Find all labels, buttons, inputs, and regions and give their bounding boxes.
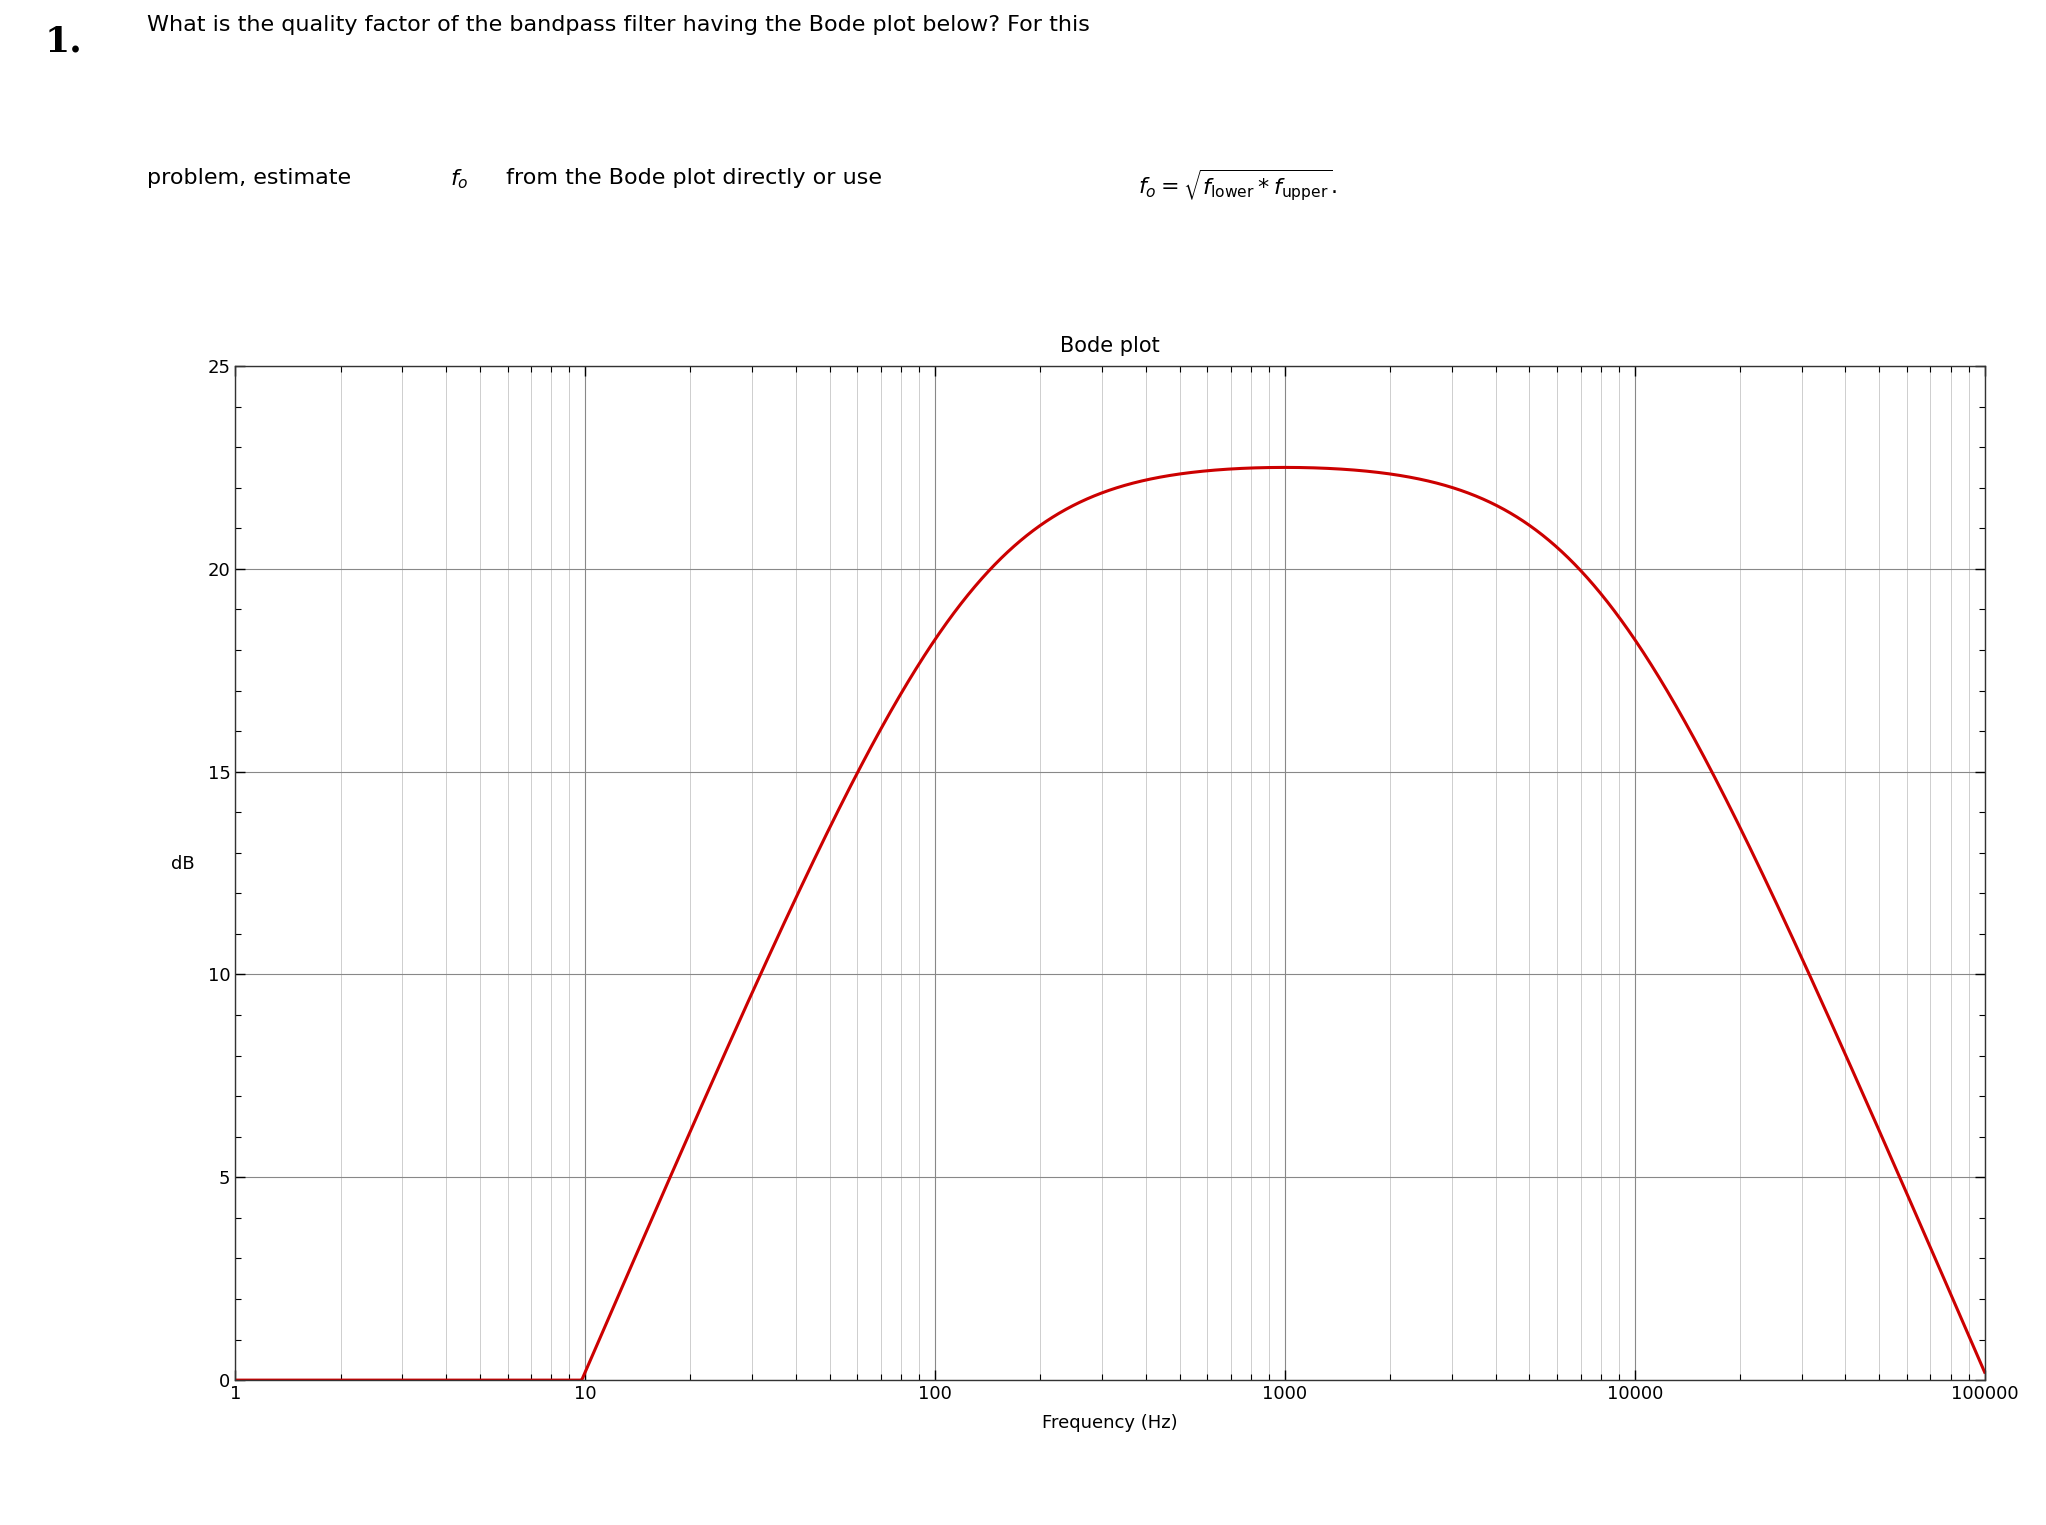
Text: from the Bode plot directly or use: from the Bode plot directly or use (499, 168, 890, 188)
Text: $f_o$: $f_o$ (450, 168, 469, 191)
X-axis label: Frequency (Hz): Frequency (Hz) (1041, 1414, 1178, 1432)
Title: Bode plot: Bode plot (1060, 336, 1160, 357)
Text: What is the quality factor of the bandpass filter having the Bode plot below? Fo: What is the quality factor of the bandpa… (147, 15, 1091, 35)
Y-axis label: dB: dB (170, 856, 194, 872)
Text: $f_o = \sqrt{f_{\mathrm{lower}} * f_{\mathrm{upper}}}$.: $f_o = \sqrt{f_{\mathrm{lower}} * f_{\ma… (1138, 168, 1336, 204)
Text: problem, estimate: problem, estimate (147, 168, 358, 188)
Text: 1.: 1. (45, 24, 82, 58)
